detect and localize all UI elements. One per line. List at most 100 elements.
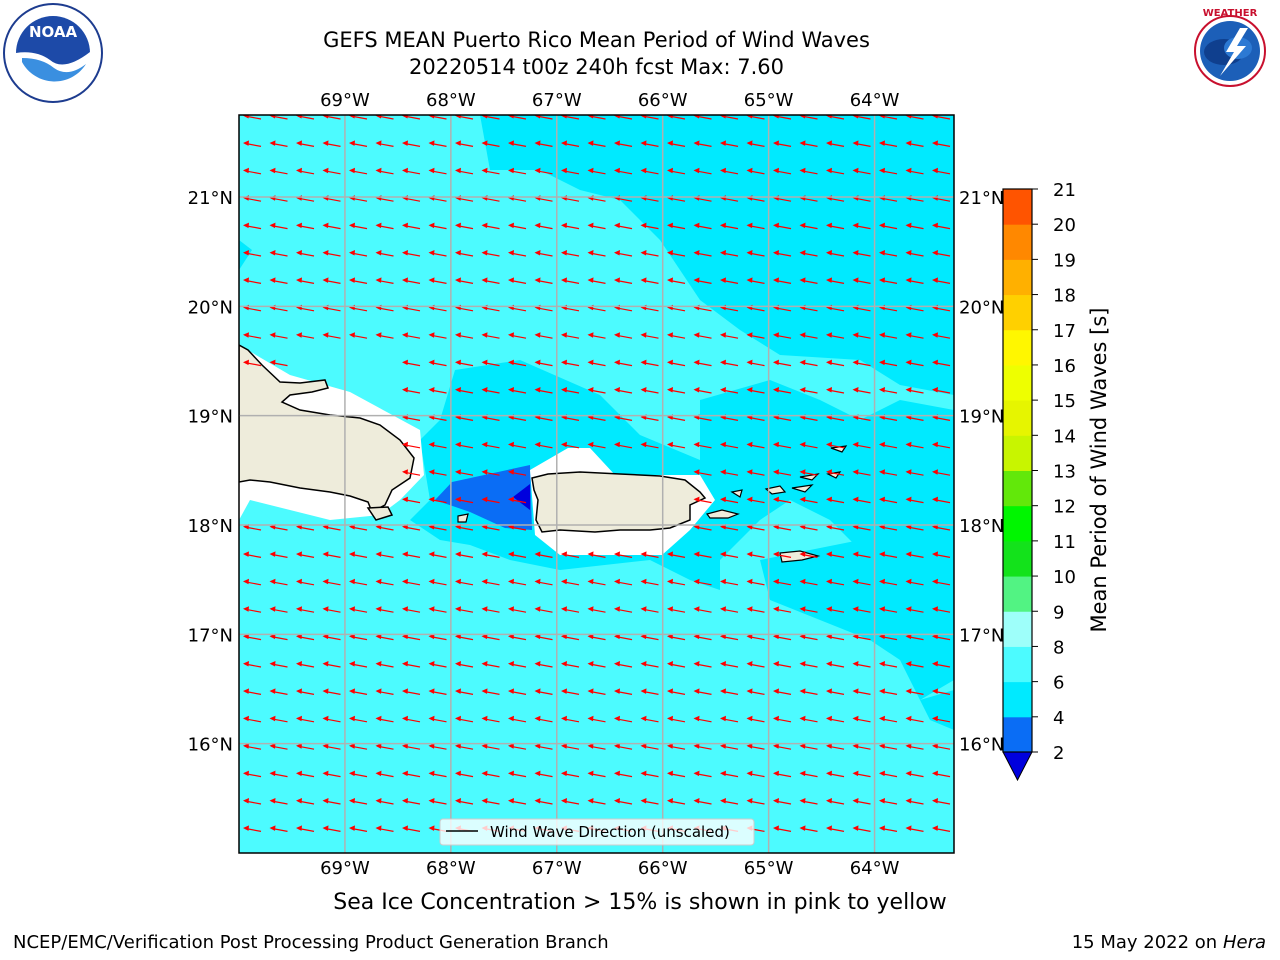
wave-direction-arrow: [614, 770, 633, 778]
date-text: 15 May 2022 on: [1071, 932, 1218, 953]
wave-direction-arrow: [932, 167, 951, 175]
colorbar-tick-label: 10: [1053, 567, 1076, 588]
wave-direction-arrow: [322, 222, 341, 230]
wave-direction-arrow: [587, 332, 606, 339]
st-john-island: [791, 484, 814, 493]
wave-direction-arrow: [905, 715, 924, 723]
wave-direction-arrow: [561, 551, 580, 558]
wave-direction-arrow: [799, 688, 818, 695]
lon-tick-label-top: 66°W: [638, 90, 688, 111]
wave-direction-arrow: [879, 715, 898, 723]
wave-direction-arrow: [481, 441, 500, 449]
wave-direction-arrow: [614, 715, 633, 723]
wave-direction-arrow: [905, 359, 924, 367]
puerto-rico-land: [531, 471, 707, 533]
wave-direction-arrow: [640, 222, 659, 230]
wave-direction-arrow: [428, 743, 447, 750]
wave-direction-arrow: [799, 770, 818, 778]
colorbar-tick-label: 6: [1053, 673, 1064, 694]
wave-direction-arrow: [243, 688, 262, 695]
wave-direction-arrow: [667, 222, 686, 230]
wave-direction-arrow: [269, 222, 288, 230]
wave-direction-arrow: [852, 661, 871, 668]
wave-direction-arrow: [614, 578, 633, 586]
wave-direction-arrow: [614, 332, 633, 339]
wave-direction-arrow: [508, 469, 527, 476]
wave-direction-arrow: [561, 715, 580, 723]
wave-direction-arrow: [640, 441, 659, 449]
wave-direction-arrow: [905, 578, 924, 586]
wave-direction-arrow: [720, 140, 739, 147]
wave-direction-arrow: [428, 250, 447, 257]
wave-direction-arrow: [799, 578, 818, 586]
wave-direction-arrow: [640, 359, 659, 367]
wave-direction-arrow: [667, 250, 686, 257]
wave-direction-arrow: [455, 606, 474, 613]
wave-direction-arrow: [534, 551, 553, 558]
wave-direction-arrow: [932, 140, 951, 147]
wave-direction-arrow: [693, 387, 712, 394]
lon-tick-label-bottom: 64°W: [850, 858, 900, 879]
wave-direction-arrow: [746, 551, 765, 558]
wave-direction-arrow: [587, 661, 606, 668]
wave-direction-arrow: [640, 140, 659, 147]
wave-direction-arrow: [455, 250, 474, 257]
wave-direction-arrow: [269, 115, 288, 120]
colorbar-segment: [1003, 716, 1032, 753]
wave-direction-arrow: [693, 441, 712, 449]
wave-direction-arrow: [640, 115, 659, 120]
wave-direction-arrow: [826, 688, 845, 695]
wave-direction-arrow: [746, 140, 765, 147]
wave-direction-arrow: [508, 250, 527, 257]
wave-direction-arrow: [667, 115, 686, 120]
wave-direction-arrow: [879, 250, 898, 257]
wave-direction-arrow: [508, 496, 527, 504]
wave-direction-arrow: [879, 222, 898, 230]
wave-direction-arrow: [932, 359, 951, 367]
wave-direction-arrow: [799, 661, 818, 668]
wave-direction-arrow: [296, 715, 315, 723]
wave-direction-arrow: [455, 496, 474, 504]
wave-direction-arrow: [879, 688, 898, 695]
wave-direction-arrow: [428, 661, 447, 668]
wave-direction-arrow: [322, 115, 341, 120]
wave-direction-arrow: [905, 115, 924, 120]
wave-direction-arrow: [508, 715, 527, 723]
wave-direction-arrow: [322, 140, 341, 147]
wave-direction-arrow: [375, 606, 394, 613]
wave-direction-arrow: [296, 743, 315, 750]
wave-direction-arrow: [455, 661, 474, 668]
lat-labels-right: 21°N 20°N 19°N 18°N 17°N 16°N: [959, 188, 1004, 756]
wave-direction-arrow: [640, 277, 659, 284]
wave-direction-arrow: [349, 606, 368, 613]
wave-direction-arrow: [269, 606, 288, 613]
colorbar-tick-label: 12: [1053, 497, 1076, 518]
wave-direction-arrow: [746, 715, 765, 723]
wave-direction-arrow: [799, 441, 818, 449]
wave-direction-arrow: [720, 606, 739, 613]
wave-direction-arrow: [667, 387, 686, 394]
colorbar-segment: [1003, 505, 1032, 542]
wave-direction-arrow: [243, 578, 262, 586]
wave-direction-arrow: [693, 469, 712, 476]
wave-direction-arrow: [402, 798, 421, 805]
wave-direction-arrow: [905, 332, 924, 339]
wave-direction-arrow: [508, 332, 527, 339]
wave-direction-arrow: [428, 387, 447, 394]
wave-direction-arrow: [243, 167, 262, 175]
wave-direction-arrow: [720, 222, 739, 230]
wave-direction-arrow: [455, 167, 474, 175]
wave-direction-arrow: [799, 115, 818, 120]
colorbar-segment: [1003, 259, 1032, 296]
wave-direction-arrow: [640, 688, 659, 695]
wave-direction-arrow: [455, 387, 474, 394]
colorbar-segment: [1003, 400, 1032, 436]
wave-direction-arrow: [932, 387, 951, 394]
mona-island: [457, 513, 469, 523]
wave-direction-arrow: [746, 222, 765, 230]
wave-direction-arrow: [402, 825, 421, 832]
chart-subtitle: 20220514 t00z 240h fcst Max: 7.60: [409, 55, 784, 79]
wave-direction-arrow: [720, 250, 739, 257]
colorbar-segment: [1003, 646, 1032, 683]
wave-direction-arrow: [296, 277, 315, 284]
